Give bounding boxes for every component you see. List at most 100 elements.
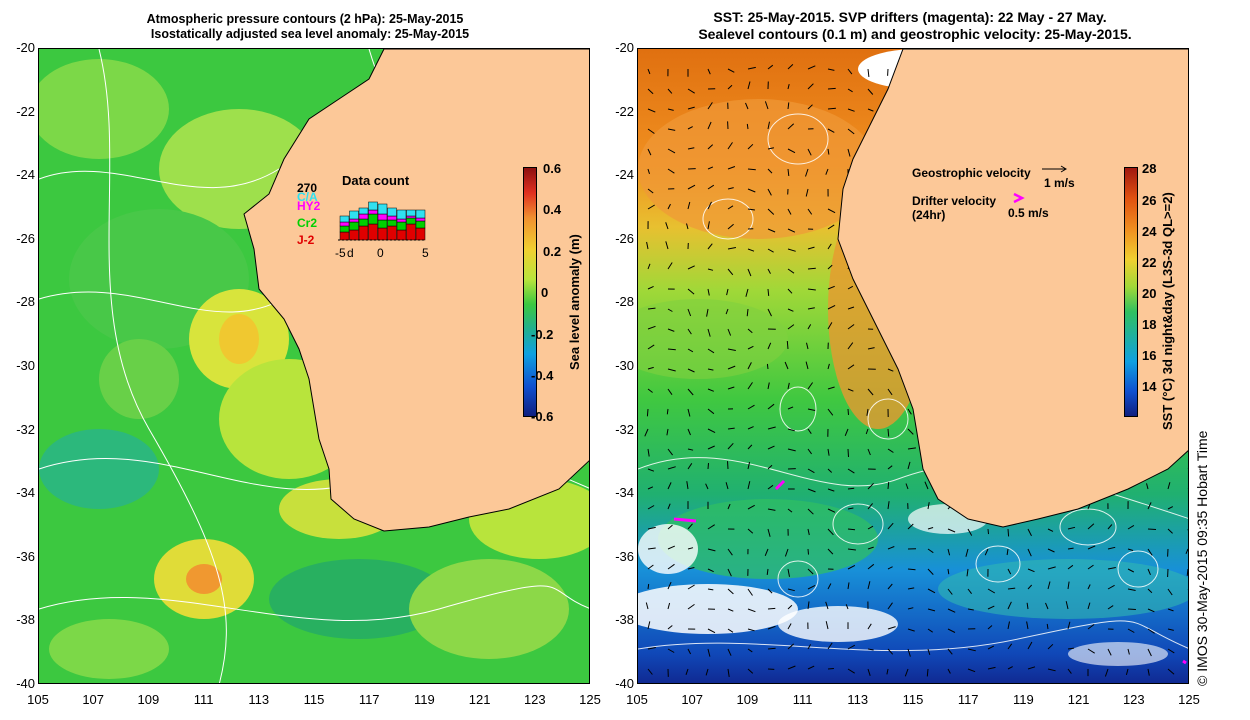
velocity-arrow [847,148,851,157]
histogram-bar [339,215,350,223]
velocity-arrow [907,461,911,470]
velocity-arrow [747,268,752,277]
velocity-arrow [1026,602,1029,610]
velocity-arrow [847,528,856,531]
velocity-arrow [1187,148,1188,149]
histogram-bar [368,209,378,215]
histogram-bar [406,223,416,241]
velocity-arrow [667,602,671,610]
velocity-arrow [907,587,915,590]
velocity-arrow [827,304,836,310]
velocity-arrow [727,166,736,170]
velocity-arrow [767,147,775,150]
velocity-arrow [727,142,733,150]
velocity-arrow [747,444,753,450]
velocity-arrow [687,603,695,610]
velocity-arrow [787,665,796,670]
velocity-arrow [687,184,696,190]
velocity-arrow [1167,668,1175,675]
velocity-arrow [825,168,829,175]
velocity-arrow [707,243,713,250]
velocity-arrow [747,588,753,596]
sst-map-panel[interactable] [637,48,1189,684]
histogram-bar [358,213,369,220]
velocity-arrow [647,468,655,472]
histogram-bar [349,210,359,220]
velocity-arrow [887,522,894,530]
sst-tick-5: 18 [1142,317,1157,332]
histogram-bar [358,218,369,227]
velocity-arrow [827,87,836,90]
velocity-arrow [805,168,809,177]
velocity-arrow [767,445,775,450]
velocity-arrow [787,643,795,650]
velocity-arrow [1187,289,1188,293]
velocity-arrow [807,468,815,474]
velocity-arrow [667,545,675,550]
velocity-arrow [867,546,874,550]
histogram-bar [387,225,397,241]
velocity-arrow [1127,608,1136,610]
velocity-arrow [907,428,914,435]
left-y-tick: -28 [16,294,35,310]
velocity-arrow [827,488,835,492]
velocity-arrow [784,361,789,370]
velocity-arrow [807,382,814,390]
velocity-arrow [687,584,695,590]
velocity-arrow [644,428,649,437]
velocity-arrow [767,607,776,610]
right-x-tick: 115 [902,692,924,707]
velocity-arrow [1067,526,1076,530]
velocity-arrow [847,644,856,650]
velocity-arrow [667,108,674,111]
velocity-arrow [767,308,772,317]
velocity-arrow [887,501,890,510]
velocity-arrow [1187,249,1188,250]
velocity-arrow [924,481,929,490]
velocity-arrow [647,526,656,530]
velocity-arrow [1167,506,1174,510]
velocity-arrow [827,386,835,390]
velocity-arrow [747,81,751,90]
velocity-arrow [646,241,649,250]
sla-tick-3: 0 [541,285,549,300]
velocity-arrow [687,106,695,110]
velocity-arrow [867,388,874,396]
velocity-arrow [1187,529,1188,532]
velocity-arrow [827,583,832,590]
velocity-arrow [1047,668,1056,672]
mission-ca: C/A [297,190,318,204]
left-x-tick: 119 [414,692,435,707]
inset-d-label: d [347,246,354,260]
velocity-arrow [667,581,672,590]
velocity-arrow [887,388,893,396]
sla-map-panel[interactable] [38,48,590,684]
velocity-arrow [767,248,774,253]
velocity-arrow [1087,523,1095,530]
velocity-arrow [647,285,654,290]
velocity-arrow [905,483,909,490]
velocity-arrow [867,623,872,630]
velocity-arrow [827,264,833,270]
histogram-bar [377,219,388,229]
velocity-arrow [1067,547,1074,550]
velocity-arrow [784,548,789,557]
velocity-arrow [867,347,875,350]
velocity-arrow [1187,428,1188,429]
velocity-arrow [847,306,855,310]
mission-hy2: HY2 [297,199,321,213]
velocity-arrow [767,484,774,490]
velocity-arrow [1007,528,1010,537]
left-x-tick: 105 [27,692,49,707]
velocity-arrow [807,288,816,291]
velocity-arrow [1067,668,1072,674]
velocity-arrow [767,382,770,390]
velocity-arrow [647,168,650,175]
histogram-bar [377,227,388,241]
geostrophic-scale-label: 1 m/s [1044,176,1075,190]
velocity-arrow [1007,601,1012,610]
histogram-bar [406,217,416,225]
velocity-arrow [747,608,756,613]
left-y-tick: -32 [16,421,35,437]
velocity-arrow [807,448,813,455]
